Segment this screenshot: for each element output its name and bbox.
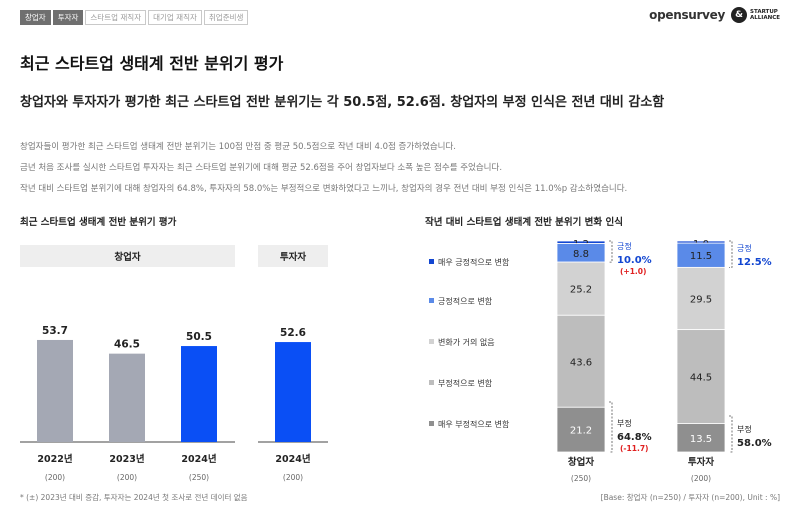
- base-count-label: (200): [45, 473, 65, 482]
- year-tick-label: 2023년: [109, 453, 144, 465]
- startup-alliance-logo: & STARTUP ALLIANCE: [731, 7, 780, 23]
- legend-label: 매우 긍정적으로 변함: [438, 257, 510, 267]
- page-subtitle: 창업자와 투자자가 평가한 최근 스타트업 전반 분위기는 각 50.5점, 5…: [20, 95, 665, 110]
- base-count-label: (250): [571, 474, 591, 483]
- footnote-left: * (±) 2023년 대비 증감, 투자자는 2024년 첫 조사로 전년 데…: [20, 493, 248, 502]
- score-bar: [109, 353, 145, 442]
- opensurvey-logo: opensurvey: [649, 8, 726, 22]
- partner-logos: opensurvey & STARTUP ALLIANCE: [649, 7, 780, 23]
- score-value-label: 46.5: [114, 339, 140, 351]
- legend-swatch: [429, 298, 434, 303]
- filter-tabs: 창업자 투자자 스타트업 재직자 대기업 재직자 취업준비생: [20, 10, 249, 25]
- tab-founder[interactable]: 창업자: [20, 10, 51, 25]
- footnote-right: [Base: 창업자 (n=250) / 투자자 (n=200), Unit :…: [600, 493, 780, 502]
- segment-value-label: 25.2: [570, 285, 592, 296]
- group-header-label: 투자자: [280, 251, 306, 263]
- right-chart-title: 작년 대비 스타트업 생태계 전반 분위기 변화 인식: [425, 217, 623, 228]
- investor-positive-total: 12.5%: [737, 257, 772, 268]
- group-header-label: 창업자: [114, 251, 140, 263]
- category-tick-label: 창업자: [568, 456, 594, 468]
- legend-label: 부정적으로 변함: [438, 378, 493, 388]
- stacked-segment: [556, 406, 606, 453]
- group-header-bg: [20, 245, 235, 267]
- tab-investor[interactable]: 투자자: [52, 10, 84, 25]
- alliance-mark-icon: &: [731, 7, 748, 23]
- segment-value-label: 8.8: [573, 249, 589, 260]
- score-bar: [181, 346, 217, 442]
- alliance-logo-line2: ALLIANCE: [750, 15, 780, 21]
- segment-value-label: 11.5: [690, 251, 712, 262]
- legend-label: 매우 부정적으로 변함: [438, 419, 510, 429]
- score-value-label: 50.5: [186, 331, 212, 343]
- base-count-label: (250): [189, 473, 209, 482]
- stacked-segment: [676, 266, 726, 331]
- legend-swatch: [429, 339, 434, 344]
- score-bar: [37, 339, 73, 442]
- legend-label: 긍정적으로 변함: [438, 296, 493, 306]
- investor-negative-total: 58.0%: [737, 438, 772, 449]
- summary-line: 작년 대비 스타트업 분위기에 대해 창업자의 64.8%, 투자자의 58.0…: [20, 184, 628, 194]
- founder-negative-change: (-11.7): [620, 444, 648, 453]
- negative-label: 부정: [737, 424, 752, 434]
- score-bar: [275, 342, 311, 442]
- year-tick-label: 2024년: [275, 453, 310, 465]
- legend-swatch: [429, 259, 434, 264]
- tab-enterprise-employee[interactable]: 대기업 재직자: [148, 10, 202, 25]
- group-header-bg: [258, 245, 328, 267]
- stacked-segment: [556, 261, 606, 316]
- segment-value-label: 43.6: [570, 357, 592, 368]
- legend-label: 변화가 거의 없음: [438, 337, 495, 347]
- alliance-logo-line1: STARTUP: [750, 9, 778, 15]
- positive-bracket: [609, 240, 613, 263]
- category-tick-label: 투자자: [688, 456, 714, 468]
- tab-startup-employee[interactable]: 스타트업 재직자: [85, 10, 147, 25]
- founder-negative-total: 64.8%: [617, 432, 652, 443]
- segment-value-label: 21.2: [570, 426, 592, 437]
- negative-bracket: [609, 401, 613, 453]
- segment-value-label: 44.5: [690, 373, 712, 384]
- founder-positive-change: (+1.0): [620, 267, 646, 276]
- page-title: 최근 스타트업 생태계 전반 분위기 평가: [20, 54, 284, 73]
- positive-bracket: [729, 240, 733, 268]
- base-count-label: (200): [117, 473, 137, 482]
- legend-swatch: [429, 380, 434, 385]
- summary-line: 금년 처음 조사를 실시한 스타트업 투자자는 최근 스타트업 분위기에 대해 …: [20, 163, 503, 173]
- base-count-label: (200): [283, 473, 303, 482]
- negative-bracket: [729, 415, 733, 453]
- positive-label: 긍정: [737, 243, 752, 253]
- tab-job-seeker[interactable]: 취업준비생: [203, 10, 249, 25]
- segment-value-label: 13.5: [690, 434, 712, 445]
- score-value-label: 53.7: [42, 325, 68, 337]
- stacked-segment: [676, 242, 726, 268]
- legend-swatch: [429, 421, 434, 426]
- positive-label: 긍정: [617, 241, 632, 251]
- segment-value-label: 29.5: [690, 294, 712, 305]
- score-value-label: 52.6: [280, 327, 306, 339]
- left-chart-title: 최근 스타트업 생태계 전반 분위기 평가: [20, 217, 177, 228]
- year-tick-label: 2024년: [181, 453, 216, 465]
- stacked-segment: [676, 423, 726, 453]
- year-tick-label: 2022년: [37, 453, 72, 465]
- negative-label: 부정: [617, 418, 632, 428]
- summary-line: 창업자들이 평가한 최근 스타트업 생태계 전반 분위기는 100점 만점 중 …: [20, 142, 456, 152]
- base-count-label: (200): [691, 474, 711, 483]
- founder-positive-total: 10.0%: [617, 255, 652, 266]
- summary-text: 창업자들이 평가한 최근 스타트업 생태계 전반 분위기는 100점 만점 중 …: [20, 137, 627, 200]
